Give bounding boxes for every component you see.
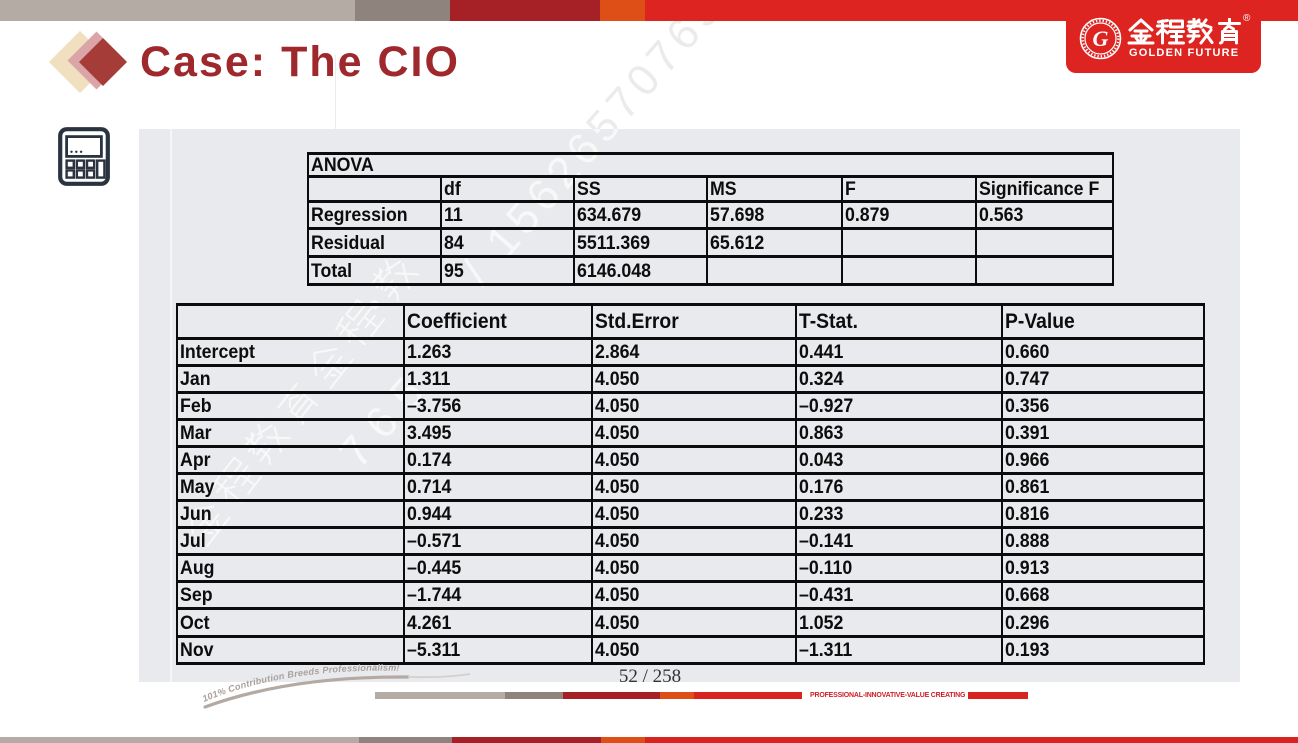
svg-text:G: G bbox=[1093, 26, 1109, 51]
